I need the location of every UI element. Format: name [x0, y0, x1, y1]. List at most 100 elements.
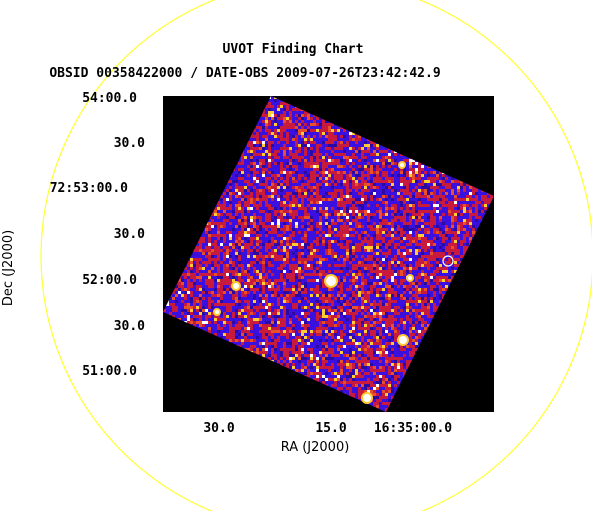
image-pixel	[292, 303, 295, 306]
image-pixel	[349, 180, 352, 183]
image-pixel	[241, 192, 244, 195]
image-pixel	[274, 156, 277, 159]
image-pixel	[460, 204, 463, 207]
image-pixel	[409, 159, 412, 162]
image-pixel	[442, 279, 445, 282]
image-pixel	[346, 210, 349, 213]
image-pixel	[367, 150, 370, 153]
image-pixel	[229, 216, 232, 219]
image-pixel	[403, 180, 406, 183]
image-pixel	[361, 198, 364, 201]
image-pixel	[337, 297, 340, 300]
image-pixel	[313, 288, 316, 291]
image-pixel	[418, 318, 421, 321]
image-pixel	[409, 171, 412, 174]
image-pixel	[418, 300, 421, 303]
image-pixel	[226, 198, 229, 201]
image-pixel	[286, 288, 289, 291]
image-pixel	[268, 309, 271, 312]
image-pixel	[244, 216, 247, 219]
image-pixel	[385, 285, 388, 288]
image-pixel	[316, 300, 319, 303]
image-pixel	[283, 264, 286, 267]
image-pixel	[292, 216, 295, 219]
image-pixel	[256, 138, 259, 141]
image-pixel	[418, 195, 421, 198]
image-pixel	[211, 282, 214, 285]
image-pixel	[289, 159, 292, 162]
image-pixel	[439, 171, 442, 174]
image-pixel	[379, 303, 382, 306]
image-pixel	[355, 186, 358, 189]
image-pixel	[274, 189, 277, 192]
image-pixel	[286, 312, 289, 315]
image-pixel	[325, 291, 328, 294]
image-pixel	[310, 153, 313, 156]
image-pixel	[415, 288, 418, 291]
image-pixel	[292, 159, 295, 162]
image-pixel	[313, 264, 316, 267]
image-pixel	[298, 264, 301, 267]
image-pixel	[265, 255, 268, 258]
image-pixel	[403, 189, 406, 192]
image-pixel	[274, 288, 277, 291]
image-pixel	[226, 189, 229, 192]
image-pixel	[313, 135, 316, 138]
image-pixel	[385, 222, 388, 225]
image-pixel	[256, 243, 259, 246]
image-pixel	[214, 279, 217, 282]
image-pixel	[289, 234, 292, 237]
image-pixel	[358, 186, 361, 189]
image-pixel	[295, 303, 298, 306]
image-pixel	[220, 249, 223, 252]
image-pixel	[280, 240, 283, 243]
image-pixel	[340, 177, 343, 180]
image-pixel	[325, 141, 328, 144]
image-pixel	[361, 174, 364, 177]
image-pixel	[304, 285, 307, 288]
image-pixel	[340, 309, 343, 312]
image-pixel	[328, 156, 331, 159]
image-pixel	[460, 180, 463, 183]
image-pixel	[424, 180, 427, 183]
image-pixel	[181, 294, 184, 297]
image-pixel	[397, 192, 400, 195]
image-pixel	[199, 264, 202, 267]
image-pixel	[358, 291, 361, 294]
image-pixel	[415, 279, 418, 282]
image-pixel	[199, 294, 202, 297]
image-pixel	[325, 219, 328, 222]
image-pixel	[325, 192, 328, 195]
image-pixel	[250, 279, 253, 282]
image-pixel	[289, 219, 292, 222]
image-pixel	[355, 138, 358, 141]
image-pixel	[250, 162, 253, 165]
image-pixel	[304, 291, 307, 294]
image-pixel	[460, 255, 463, 258]
image-pixel	[316, 279, 319, 282]
image-pixel	[394, 294, 397, 297]
image-pixel	[328, 159, 331, 162]
image-pixel	[355, 201, 358, 204]
image-pixel	[349, 234, 352, 237]
image-pixel	[433, 246, 436, 249]
image-pixel	[334, 264, 337, 267]
image-pixel	[379, 249, 382, 252]
image-pixel	[385, 204, 388, 207]
image-pixel	[223, 315, 226, 318]
image-pixel	[250, 135, 253, 138]
image-pixel	[364, 306, 367, 309]
image-pixel	[223, 288, 226, 291]
image-pixel	[286, 141, 289, 144]
image-pixel	[208, 258, 211, 261]
image-pixel	[367, 174, 370, 177]
image-pixel	[415, 246, 418, 249]
image-pixel	[328, 126, 331, 129]
image-pixel	[430, 297, 433, 300]
image-pixel	[346, 216, 349, 219]
image-pixel	[190, 318, 193, 321]
image-pixel	[208, 300, 211, 303]
image-pixel	[349, 258, 352, 261]
image-pixel	[298, 306, 301, 309]
image-pixel	[430, 315, 433, 318]
